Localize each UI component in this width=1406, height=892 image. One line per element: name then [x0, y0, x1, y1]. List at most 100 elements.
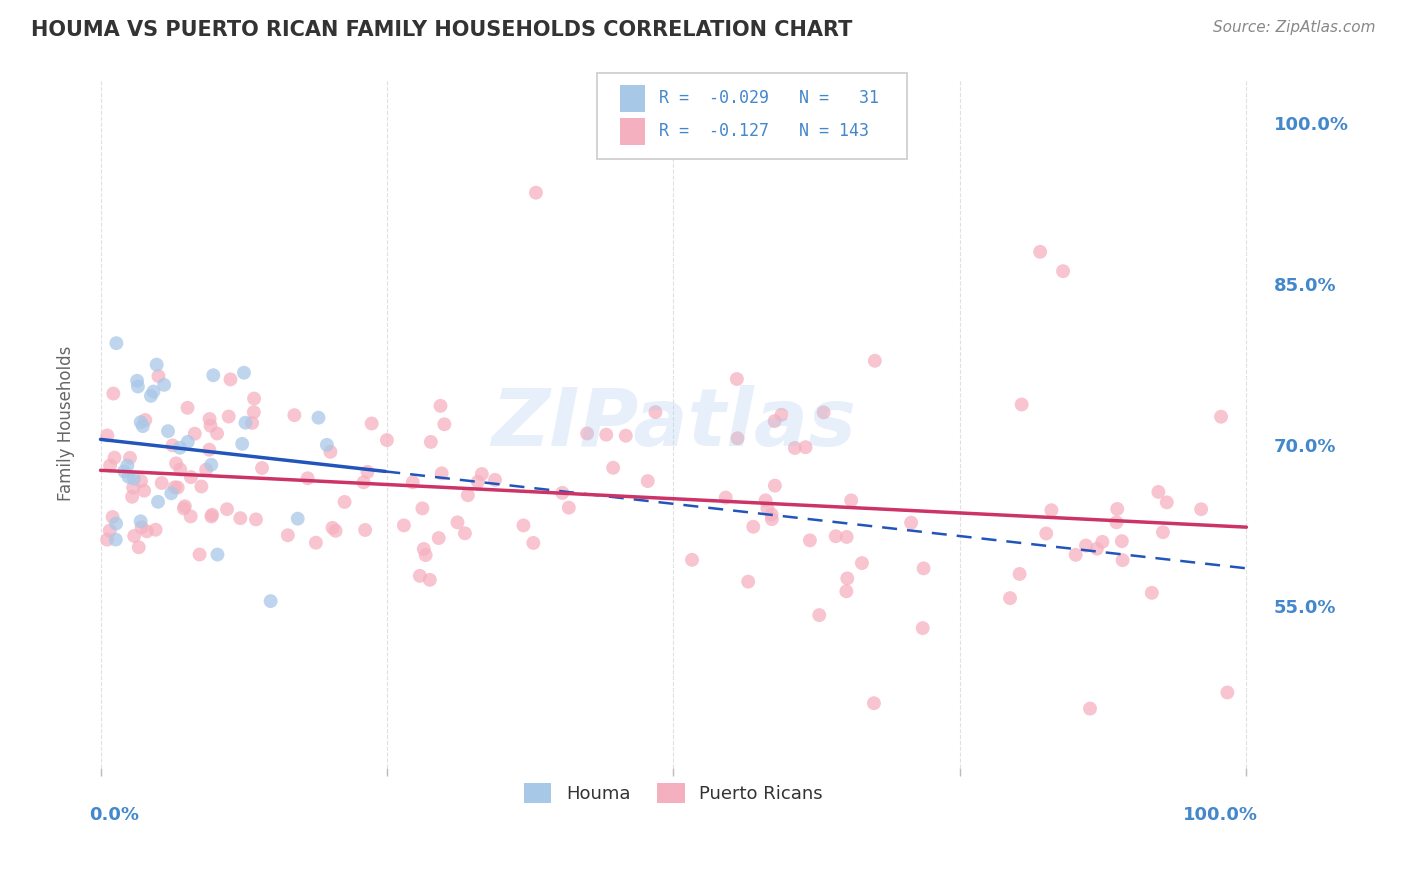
Point: [139, 389, 162, 403]
Point: [1111, 534, 1133, 549]
Point: [763, 414, 786, 428]
Point: [409, 569, 432, 583]
Point: [353, 475, 375, 490]
Point: [308, 410, 330, 425]
Point: [127, 374, 149, 388]
Point: [402, 475, 425, 490]
Point: [813, 405, 835, 419]
Point: [998, 591, 1021, 606]
Point: [145, 523, 167, 537]
Point: [153, 377, 176, 392]
Text: 0.0%: 0.0%: [89, 805, 139, 823]
Point: [360, 417, 382, 431]
Point: [637, 474, 659, 488]
Point: [169, 441, 191, 455]
Y-axis label: Family Households: Family Households: [58, 346, 75, 501]
Point: [471, 467, 494, 481]
Text: Source: ZipAtlas.com: Source: ZipAtlas.com: [1212, 20, 1375, 35]
Point: [1105, 516, 1128, 530]
Point: [522, 536, 544, 550]
Point: [551, 486, 574, 500]
Point: [118, 450, 141, 465]
Point: [824, 529, 846, 543]
Point: [202, 368, 225, 383]
Point: [1040, 503, 1063, 517]
Point: [200, 418, 222, 433]
Point: [1078, 701, 1101, 715]
Point: [415, 548, 437, 562]
Point: [145, 358, 167, 372]
Point: [484, 473, 506, 487]
Point: [96, 533, 118, 547]
Point: [419, 573, 441, 587]
Point: [725, 372, 748, 386]
Point: [755, 493, 778, 508]
Point: [427, 531, 450, 545]
Text: HOUMA VS PUERTO RICAN FAMILY HOUSEHOLDS CORRELATION CHART: HOUMA VS PUERTO RICAN FAMILY HOUSEHOLDS …: [31, 20, 852, 39]
Point: [190, 479, 212, 493]
Point: [160, 486, 183, 500]
Point: [1091, 534, 1114, 549]
Point: [430, 467, 453, 481]
Point: [576, 426, 599, 441]
Point: [283, 408, 305, 422]
Point: [135, 524, 157, 539]
Point: [512, 518, 534, 533]
Point: [602, 460, 624, 475]
Point: [354, 523, 377, 537]
Point: [148, 369, 170, 384]
Point: [166, 481, 188, 495]
Point: [1085, 541, 1108, 556]
Point: [756, 501, 779, 516]
Point: [235, 416, 257, 430]
Point: [231, 437, 253, 451]
Legend: Houma, Puerto Ricans: Houma, Puerto Ricans: [517, 776, 830, 810]
Point: [200, 458, 222, 472]
Point: [250, 461, 273, 475]
Point: [105, 516, 128, 531]
Point: [1064, 548, 1087, 562]
Point: [770, 408, 793, 422]
Point: [837, 571, 859, 585]
Point: [117, 458, 139, 473]
Point: [1074, 539, 1097, 553]
Point: [433, 417, 456, 432]
Point: [1140, 586, 1163, 600]
Point: [103, 450, 125, 465]
Point: [1008, 566, 1031, 581]
Point: [808, 608, 831, 623]
Point: [392, 518, 415, 533]
Point: [333, 495, 356, 509]
Point: [98, 458, 121, 473]
Point: [245, 512, 267, 526]
Point: [132, 419, 155, 434]
Point: [429, 399, 451, 413]
Point: [277, 528, 299, 542]
Point: [173, 501, 195, 516]
Point: [1216, 685, 1239, 699]
Point: [761, 512, 783, 526]
Point: [104, 533, 127, 547]
Point: [454, 526, 477, 541]
Point: [1209, 409, 1232, 424]
Point: [122, 481, 145, 495]
Point: [912, 561, 935, 575]
Point: [198, 442, 221, 457]
Point: [1152, 525, 1174, 540]
Point: [157, 424, 180, 438]
Point: [128, 541, 150, 555]
Point: [1189, 502, 1212, 516]
Point: [207, 548, 229, 562]
Point: [188, 548, 211, 562]
Point: [595, 427, 617, 442]
Point: [98, 524, 121, 538]
FancyBboxPatch shape: [598, 73, 907, 159]
Point: [163, 480, 186, 494]
Point: [169, 462, 191, 476]
Point: [419, 434, 441, 449]
Point: [737, 574, 759, 589]
Point: [681, 553, 703, 567]
Point: [229, 511, 252, 525]
Point: [101, 510, 124, 524]
Point: [233, 366, 256, 380]
